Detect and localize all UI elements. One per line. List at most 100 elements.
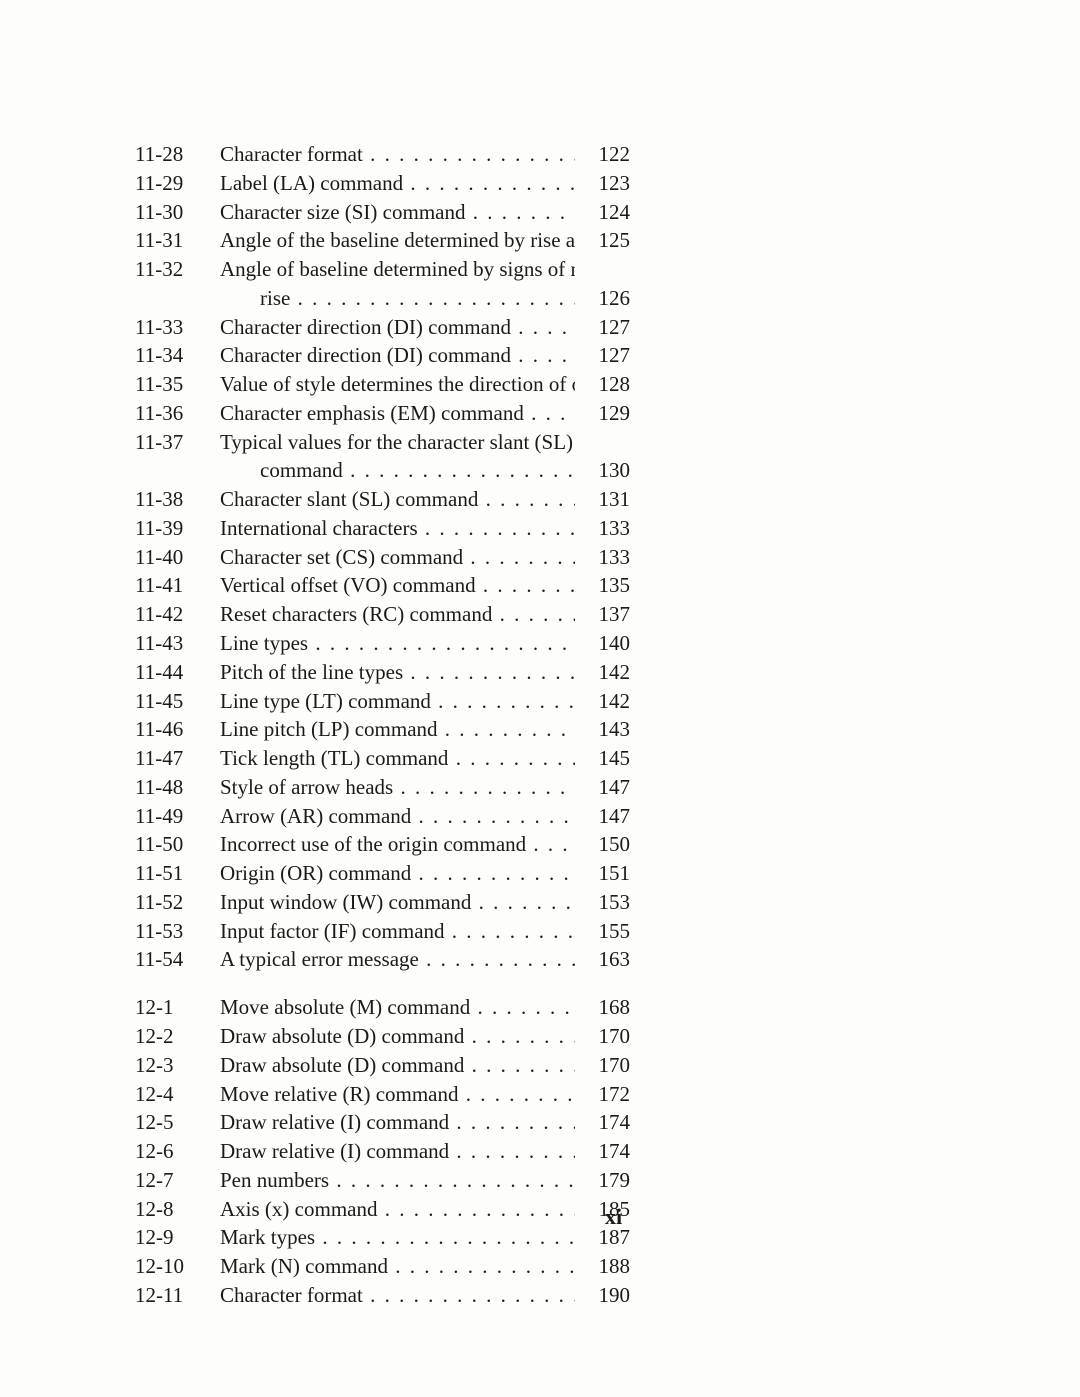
toc-page-number: 126 (575, 284, 630, 313)
toc-page-number: 170 (575, 1022, 630, 1051)
toc-description-text: Character format (220, 1283, 363, 1307)
toc-description: Angle of baseline determined by signs of… (220, 255, 575, 284)
toc-entry: 11-49Arrow (AR) command . . . . . . . . … (135, 802, 630, 831)
toc-page-number: 123 (575, 169, 630, 198)
toc-entry: 11-41Vertical offset (VO) command . . . … (135, 571, 630, 600)
toc-entry: 11-43Line types . . . . . . . . . . . . … (135, 629, 630, 658)
toc-page-number: 137 (575, 600, 630, 629)
toc-section-number: 11-43 (135, 629, 220, 658)
toc-description: Origin (OR) command . . . . . . . . . . … (220, 859, 575, 888)
toc-description-text: Line type (LT) command (220, 689, 431, 713)
toc-leader-dots: . . . . . . . . . . . . . . . . . . . . … (438, 717, 575, 741)
toc-description-text: Move absolute (M) command (220, 995, 470, 1019)
toc-page-number: 168 (575, 993, 630, 1022)
toc-section-number: 11-33 (135, 313, 220, 342)
toc-description-text: Axis (x) command (220, 1197, 377, 1221)
toc-leader-dots: . . . . . . . . . . . . . . . . . (471, 890, 575, 914)
toc-description: Move absolute (M) command . . . . . . . … (220, 993, 575, 1022)
toc-entry: 11-38Character slant (SL) command . . . … (135, 485, 630, 514)
toc-entry: 11-46Line pitch (LP) command . . . . . .… (135, 715, 630, 744)
toc-description: Axis (x) command . . . . . . . . . . . .… (220, 1195, 575, 1224)
toc-page-number: 140 (575, 629, 630, 658)
toc-description-text: Value of style determines the direction … (220, 372, 575, 396)
toc-leader-dots: . . . . . . . . . . . . . . . . . . . (459, 1082, 575, 1106)
toc-section-number: 12-3 (135, 1051, 220, 1080)
toc-description: Tick length (TL) command . . . . . . . .… (220, 744, 575, 773)
toc-page-number: 129 (575, 399, 630, 428)
toc-page-number: 142 (575, 687, 630, 716)
toc-leader-dots: . . . . . . . . . . . . . . . (476, 573, 575, 597)
toc-leader-dots: . . . . . . . . . . . . . . . . . (464, 1024, 575, 1048)
toc-page-number: 127 (575, 313, 630, 342)
toc-section-number: 11-51 (135, 859, 220, 888)
toc-entry: 12-3Draw absolute (D) command . . . . . … (135, 1051, 630, 1080)
toc-description-text: Mark (N) command (220, 1254, 388, 1278)
toc-section-number: 11-41 (135, 571, 220, 600)
toc-description-text: Label (LA) command (220, 171, 403, 195)
toc-entry: rise . . . . . . . . . . . . . . . . . .… (135, 284, 630, 313)
toc-leader-dots: . . . . . . . . (526, 832, 575, 856)
toc-leader-dots: . . . . . . . . . . . . . . . . . . . . … (329, 1168, 575, 1192)
toc-description: Typical values for the character slant (… (220, 428, 575, 457)
toc-entry: 12-11Character format . . . . . . . . . … (135, 1281, 630, 1310)
toc-description: Character set (CS) command . . . . . . .… (220, 543, 575, 572)
toc-page-number: 133 (575, 514, 630, 543)
toc-page: 11-28Character format . . . . . . . . . … (135, 140, 630, 1310)
toc-page-number: 151 (575, 859, 630, 888)
toc-description: Character emphasis (EM) command . . . . … (220, 399, 575, 428)
toc-description-text: A typical error message (220, 947, 419, 971)
toc-section-number: 11-49 (135, 802, 220, 831)
toc-section-number: 11-42 (135, 600, 220, 629)
toc-entry: 12-10Mark (N) command . . . . . . . . . … (135, 1252, 630, 1281)
toc-description: Mark (N) command . . . . . . . . . . . .… (220, 1252, 575, 1281)
toc-description: Draw relative (I) command . . . . . . . … (220, 1108, 575, 1137)
toc-section-number: 12-8 (135, 1195, 220, 1224)
toc-entry: 11-34Character direction (DI) command . … (135, 341, 630, 370)
toc-leader-dots: . . . . . . . . . . . . . . . . (465, 200, 575, 224)
toc-description: Character format . . . . . . . . . . . .… (220, 140, 575, 169)
toc-section-number: 11-37 (135, 428, 220, 457)
toc-description-text: Draw relative (I) command (220, 1110, 449, 1134)
toc-section-number: 12-11 (135, 1281, 220, 1310)
toc-description-text: Move relative (R) command (220, 1082, 459, 1106)
toc-section-number: 12-6 (135, 1137, 220, 1166)
toc-description-text: Input factor (IF) command (220, 919, 445, 943)
toc-entry: 12-6Draw relative (I) command . . . . . … (135, 1137, 630, 1166)
toc-leader-dots: . . . . . . . . . . . . . . . . . . . . … (290, 286, 575, 310)
toc-description-text: command (260, 458, 343, 482)
toc-section-number: 11-39 (135, 514, 220, 543)
toc-leader-dots: . . . . . . . . . . . . (492, 602, 575, 626)
toc-description: Draw absolute (D) command . . . . . . . … (220, 1022, 575, 1051)
toc-page-number: 174 (575, 1108, 630, 1137)
toc-page-number: 142 (575, 658, 630, 687)
toc-page-number: 122 (575, 140, 630, 169)
toc-description-text: Input window (IW) command (220, 890, 471, 914)
toc-section-number: 11-32 (135, 255, 220, 284)
toc-description-text: Draw absolute (D) command (220, 1053, 464, 1077)
toc-description: Pitch of the line types . . . . . . . . … (220, 658, 575, 687)
toc-section-number: 11-47 (135, 744, 220, 773)
toc-leader-dots: . . . . . . . . . . . . . . . . . . . . (445, 919, 575, 943)
toc-page-number: 147 (575, 802, 630, 831)
toc-description-text: Character direction (DI) command (220, 343, 511, 367)
toc-section-number: 11-29 (135, 169, 220, 198)
page-number: xi (605, 1204, 622, 1230)
toc-page-number: 155 (575, 917, 630, 946)
toc-description: Vertical offset (VO) command . . . . . .… (220, 571, 575, 600)
toc-section-number: 11-31 (135, 226, 220, 255)
toc-description: Draw absolute (D) command . . . . . . . … (220, 1051, 575, 1080)
toc-section-number: 12-1 (135, 993, 220, 1022)
toc-description-text: Character emphasis (EM) command (220, 401, 524, 425)
toc-leader-dots: . . . . . . . . . . . . . . (478, 487, 575, 511)
toc-page-number: 179 (575, 1166, 630, 1195)
toc-page-number: 124 (575, 198, 630, 227)
toc-leader-dots: . . . . . . . . (524, 401, 575, 425)
toc-entry: command . . . . . . . . . . . . . . . . … (135, 456, 630, 485)
toc-leader-dots: . . . . . . . . . . . . . . . . . . . . … (363, 1283, 575, 1307)
toc-entry: 11-35Value of style determines the direc… (135, 370, 630, 399)
toc-section-number: 12-10 (135, 1252, 220, 1281)
toc-entry: 12-2Draw absolute (D) command . . . . . … (135, 1022, 630, 1051)
toc-entry: 12-4Move relative (R) command . . . . . … (135, 1080, 630, 1109)
toc-entry: 11-50Incorrect use of the origin command… (135, 830, 630, 859)
toc-entry: 11-28Character format . . . . . . . . . … (135, 140, 630, 169)
